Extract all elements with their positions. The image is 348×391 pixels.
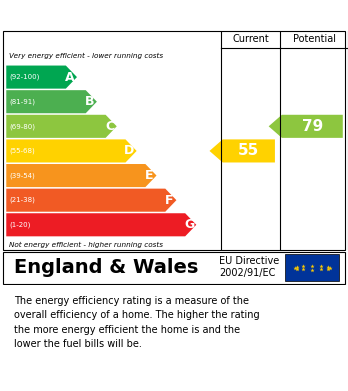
Text: 79: 79	[302, 119, 323, 134]
Text: Potential: Potential	[293, 34, 335, 45]
Text: G: G	[184, 218, 194, 231]
Text: (69-80): (69-80)	[10, 123, 36, 129]
Text: Current: Current	[232, 34, 269, 45]
Polygon shape	[6, 90, 97, 113]
Text: (21-38): (21-38)	[10, 197, 35, 203]
Text: E: E	[145, 169, 153, 182]
Text: (1-20): (1-20)	[10, 222, 31, 228]
Text: Very energy efficient - lower running costs: Very energy efficient - lower running co…	[9, 53, 163, 59]
Text: A: A	[65, 71, 74, 84]
Text: 55: 55	[238, 143, 260, 158]
Text: (81-91): (81-91)	[10, 99, 36, 105]
Polygon shape	[6, 66, 77, 89]
Text: EU Directive
2002/91/EC: EU Directive 2002/91/EC	[219, 256, 279, 278]
Polygon shape	[6, 140, 137, 163]
Text: D: D	[124, 144, 135, 158]
Text: F: F	[165, 194, 173, 207]
Bar	[285, 255, 339, 281]
Text: B: B	[85, 95, 94, 108]
Text: (55-68): (55-68)	[10, 148, 35, 154]
Text: Energy Efficiency Rating: Energy Efficiency Rating	[10, 7, 239, 25]
Text: (92-100): (92-100)	[10, 74, 40, 80]
Polygon shape	[269, 115, 343, 138]
Polygon shape	[209, 140, 275, 163]
Polygon shape	[6, 115, 117, 138]
Text: The energy efficiency rating is a measure of the
overall efficiency of a home. T: The energy efficiency rating is a measur…	[14, 296, 260, 349]
Polygon shape	[6, 164, 157, 187]
Polygon shape	[6, 188, 176, 212]
Polygon shape	[6, 213, 196, 236]
Text: Not energy efficient - higher running costs: Not energy efficient - higher running co…	[9, 242, 163, 248]
Text: C: C	[105, 120, 114, 133]
Text: England & Wales: England & Wales	[14, 258, 198, 277]
Text: (39-54): (39-54)	[10, 172, 35, 179]
